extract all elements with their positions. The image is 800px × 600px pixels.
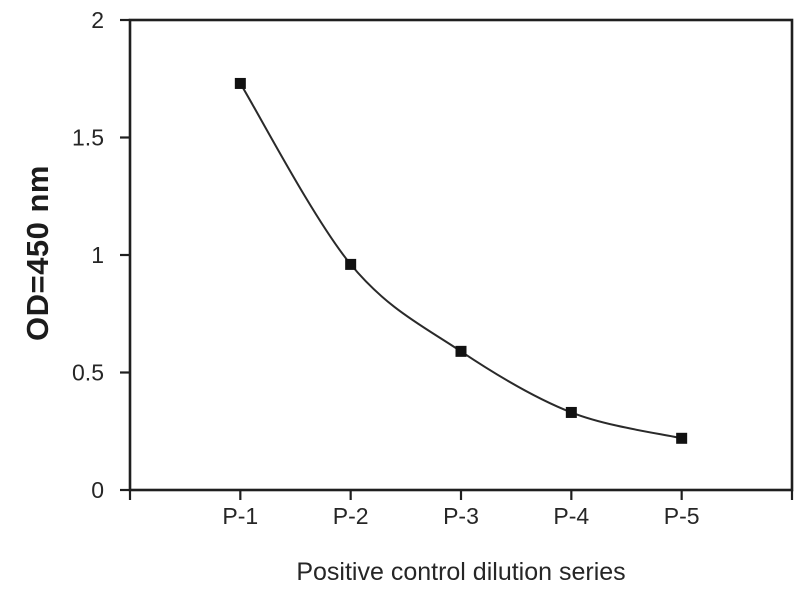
x-tick-label: P-3 xyxy=(443,503,479,529)
series-line xyxy=(239,82,682,440)
y-axis-title: OD=450 nm xyxy=(20,165,55,341)
data-point-marker xyxy=(455,345,467,357)
x-axis-title: Positive control dilution series xyxy=(296,558,626,586)
data-point-marker xyxy=(565,406,577,418)
data-point-marker xyxy=(676,432,688,444)
x-tick-label: P-5 xyxy=(664,503,700,529)
plot-border xyxy=(128,18,794,492)
y-tick-label: 2 xyxy=(91,7,104,33)
y-tick-label: 1.5 xyxy=(72,125,104,151)
x-tick-label: P-2 xyxy=(333,503,369,529)
y-tick-label: 0.5 xyxy=(72,360,104,386)
data-point-marker xyxy=(345,258,357,270)
x-tick-label: P-1 xyxy=(222,503,258,529)
y-tick-label: 0 xyxy=(91,477,104,503)
y-tick-label: 1 xyxy=(91,242,104,268)
data-point-marker xyxy=(234,77,246,89)
x-tick-label: P-4 xyxy=(553,503,589,529)
